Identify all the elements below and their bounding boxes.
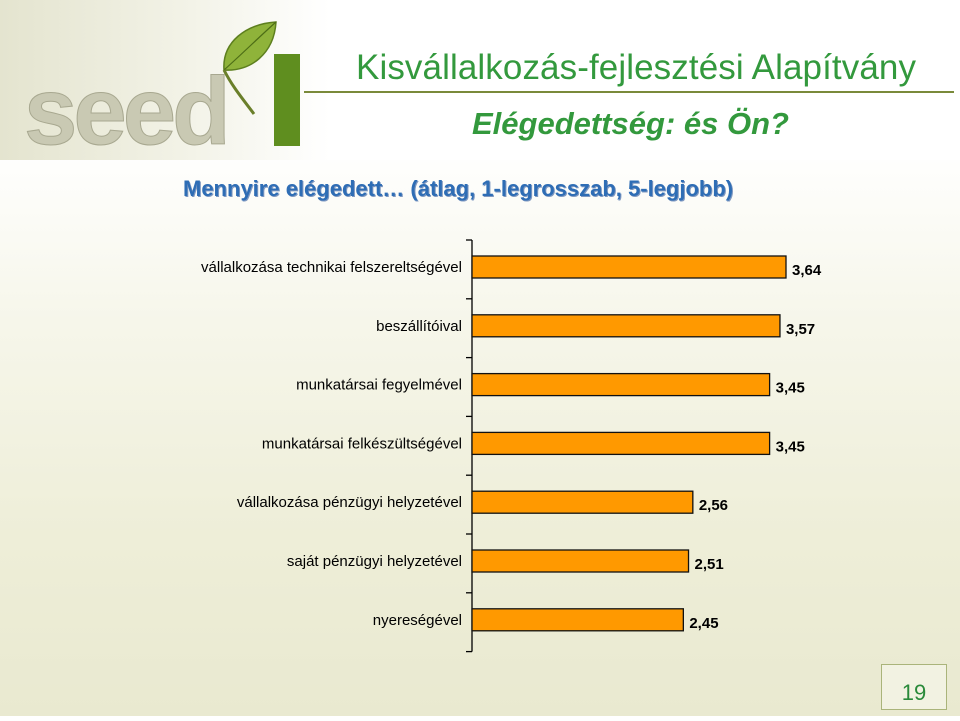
value-label: 2,45 [689,615,718,632]
category-label: munkatársai felkészültségével [262,435,462,452]
logo-stem [274,54,300,146]
value-label: 3,45 [776,380,805,397]
category-label: vállalkozása pénzügyi helyzetével [237,494,462,511]
leaf-icon [222,21,277,115]
chart-question: Mennyire elégedett… (átlag, 1-legrosszab… [183,176,734,201]
bar [471,490,694,514]
bar [471,255,787,279]
bar [471,549,690,573]
category-label: beszállítóival [376,318,462,335]
organization-title: Kisvállalkozás-fejlesztési Alapítvány [356,48,917,87]
bar [471,431,771,456]
title-divider [304,91,954,93]
header-band [0,0,960,160]
bar [471,372,771,397]
value-label: 3,64 [792,262,822,279]
logo-wordmark: seed [24,58,227,164]
seed-logo: seed [24,21,300,164]
value-label: 2,51 [695,556,724,573]
bar [471,608,684,632]
category-label: saját pénzügyi helyzetével [287,553,462,570]
page-number: 19 [881,664,947,710]
value-label: 3,57 [786,321,815,338]
category-label: munkatársai fegyelmével [296,377,462,394]
bar [471,314,781,338]
category-label: nyereségével [373,612,462,629]
value-label: 3,45 [776,438,805,455]
category-label: vállalkozása technikai felszereltségével [201,259,462,276]
page-subtitle: Elégedettség: és Ön? [472,106,789,141]
value-label: 2,56 [699,497,728,514]
